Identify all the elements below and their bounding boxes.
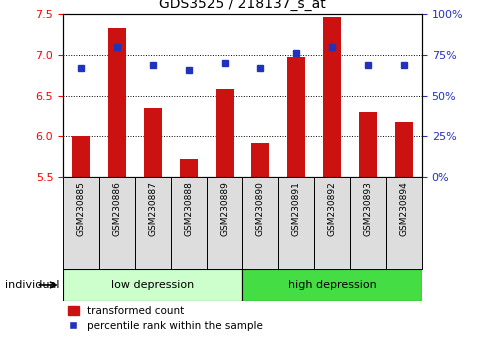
Text: GSM230885: GSM230885	[76, 182, 85, 236]
Bar	[99, 177, 135, 269]
Bar	[349, 177, 385, 269]
Bar	[358, 112, 376, 177]
Text: GSM230886: GSM230886	[112, 182, 121, 236]
Bar	[251, 143, 269, 177]
Text: GDS3525 / 218137_s_at: GDS3525 / 218137_s_at	[159, 0, 325, 11]
Bar	[170, 177, 206, 269]
Text: GSM230888: GSM230888	[184, 182, 193, 236]
Bar	[179, 159, 197, 177]
Text: GSM230892: GSM230892	[327, 182, 336, 236]
Text: GSM230894: GSM230894	[399, 182, 408, 236]
Text: GSM230893: GSM230893	[363, 182, 372, 236]
Text: low depression: low depression	[111, 280, 194, 290]
Bar	[242, 177, 278, 269]
Bar	[322, 17, 340, 177]
Text: GSM230890: GSM230890	[256, 182, 264, 236]
Bar	[72, 136, 90, 177]
Bar	[63, 177, 99, 269]
Text: high depression: high depression	[287, 280, 376, 290]
Bar	[107, 28, 125, 177]
Bar	[287, 57, 304, 177]
Legend: transformed count, percentile rank within the sample: transformed count, percentile rank withi…	[68, 306, 262, 331]
Bar	[135, 177, 170, 269]
Bar	[385, 177, 421, 269]
Bar	[215, 89, 233, 177]
Bar	[206, 177, 242, 269]
Text: GSM230891: GSM230891	[291, 182, 300, 236]
Text: GSM230889: GSM230889	[220, 182, 228, 236]
Bar	[242, 269, 421, 301]
Bar	[278, 177, 314, 269]
Bar	[63, 269, 242, 301]
Bar	[314, 177, 349, 269]
Text: GSM230887: GSM230887	[148, 182, 157, 236]
Text: individual: individual	[5, 280, 59, 290]
Bar	[394, 122, 412, 177]
Bar	[143, 108, 161, 177]
